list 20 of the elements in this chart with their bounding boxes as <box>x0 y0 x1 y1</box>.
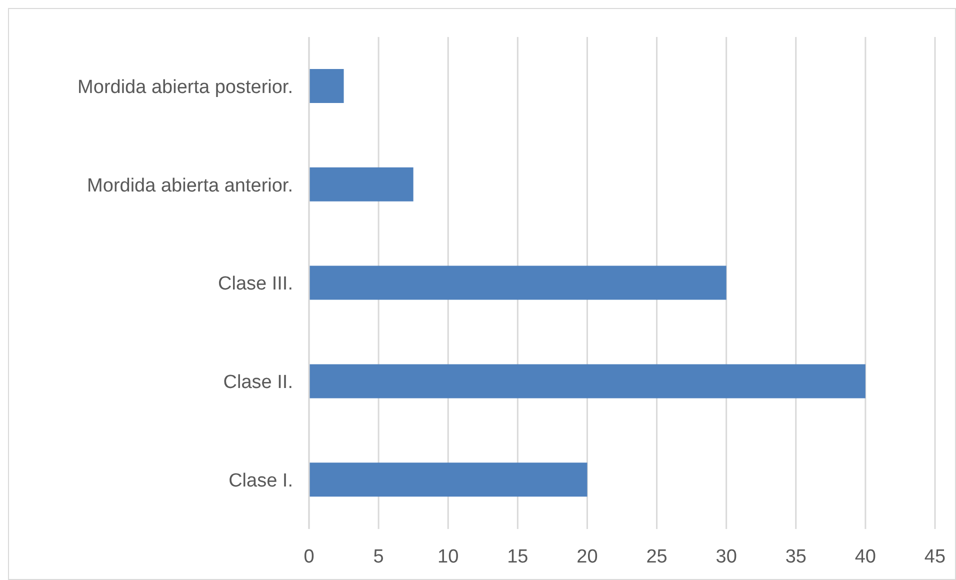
y-tick-label: Clase III. <box>218 274 293 295</box>
x-tick-label: 5 <box>373 546 384 568</box>
x-tick-label: 20 <box>576 546 598 568</box>
bar <box>309 462 588 497</box>
x-tick-label: 15 <box>507 546 528 568</box>
bar <box>309 266 726 300</box>
bar <box>309 69 344 103</box>
x-tick-label: 10 <box>438 546 459 568</box>
x-tick-label: 45 <box>924 546 946 568</box>
x-tick-label: 25 <box>646 546 668 568</box>
x-tick-label: 35 <box>785 546 806 568</box>
x-tick-label: 30 <box>716 546 737 568</box>
y-tick-label: Clase I. <box>228 470 293 492</box>
y-tick-label: Mordida abierta anterior. <box>87 175 293 196</box>
x-tick-label: 0 <box>304 546 314 568</box>
bar <box>309 364 866 398</box>
x-tick-label: 40 <box>854 546 876 568</box>
bar <box>309 167 414 202</box>
y-tick-label: Clase II. <box>223 372 293 394</box>
y-tick-label: Mordida abierta posterior. <box>78 76 293 98</box>
